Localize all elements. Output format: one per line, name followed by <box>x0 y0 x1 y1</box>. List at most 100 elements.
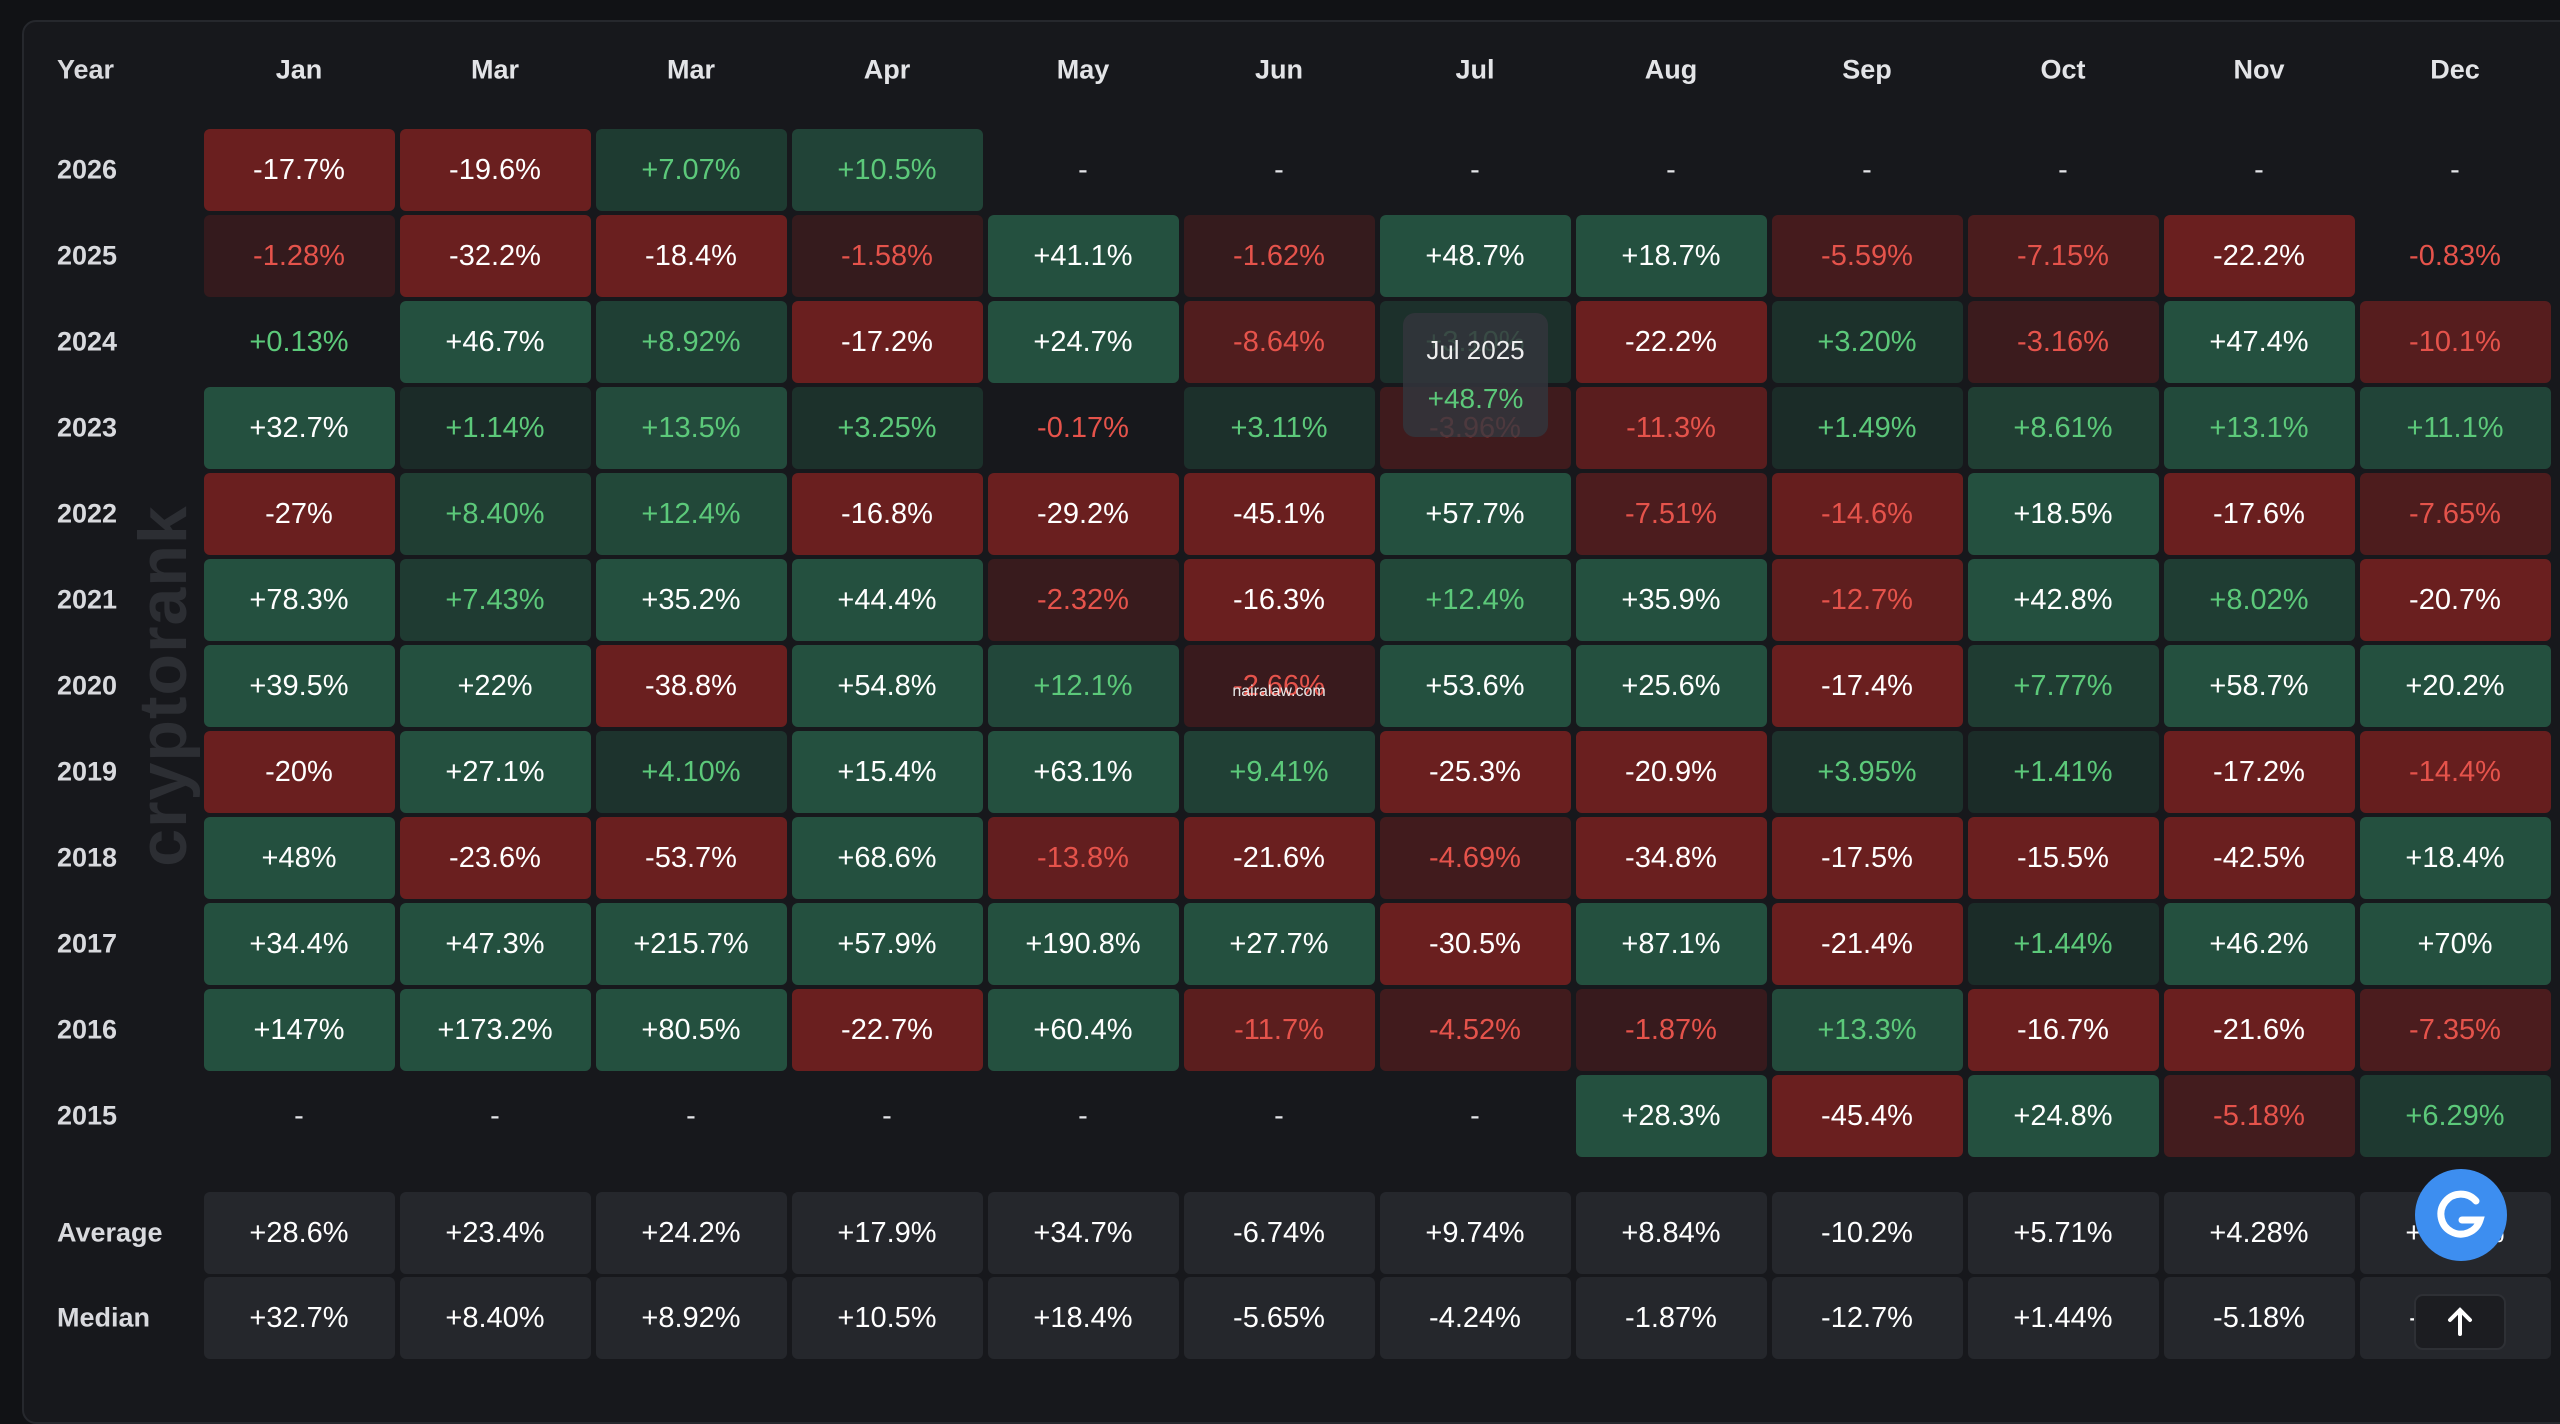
cell: +1.41% <box>1967 731 2159 813</box>
cell: +8.84% <box>1575 1192 1767 1274</box>
cell: -5.65% <box>1183 1277 1375 1359</box>
cell: -7.51% <box>1575 473 1767 555</box>
header-cell: Jul <box>1455 54 1495 85</box>
cell: +27.7% <box>1183 903 1375 985</box>
cell: +34.7% <box>987 1192 1179 1274</box>
cell: +0.13% <box>249 325 349 358</box>
chat-button[interactable] <box>2414 1168 2508 1262</box>
cell: +11.1% <box>2359 387 2551 469</box>
cell: +48% <box>203 817 395 899</box>
cell: - <box>1274 1099 1284 1132</box>
cell: -30.5% <box>1379 903 1571 985</box>
cell: +12.4% <box>595 473 787 555</box>
cell: +32.7% <box>203 1277 395 1359</box>
cell: -19.6% <box>399 129 591 211</box>
cell: -17.4% <box>1771 645 1963 727</box>
cell: -5.18% <box>2163 1277 2355 1359</box>
cell: +8.61% <box>1967 387 2159 469</box>
cell: -25.3% <box>1379 731 1571 813</box>
tooltip-value: +48.7% <box>1427 383 1524 414</box>
cell: -53.7% <box>595 817 787 899</box>
cell: +147% <box>203 989 395 1071</box>
cell: -2.66% <box>1183 645 1375 727</box>
cell: +8.92% <box>595 301 787 383</box>
cell: - <box>1666 153 1676 186</box>
cell: -11.7% <box>1183 989 1375 1071</box>
cell: +54.8% <box>791 645 983 727</box>
page: Year Jan Mar Mar Apr May Jun Jul Aug Sep Oct Nov Dec… <box>22 20 2560 1424</box>
cell: +87.1% <box>1575 903 1767 985</box>
cell: +78.3% <box>203 559 395 641</box>
cell: -4.52% <box>1379 989 1571 1071</box>
header-cell: Nov <box>2233 54 2285 85</box>
row-label: 2022 <box>57 498 118 529</box>
cell: +48.7% <box>1379 215 1571 297</box>
cell: -20.9% <box>1575 731 1767 813</box>
header-cell: Mar <box>470 54 520 85</box>
cell: - <box>1078 1099 1088 1132</box>
cell: +18.5% <box>1967 473 2159 555</box>
cell: -7.65% <box>2359 473 2551 555</box>
cell: +3.20% <box>1771 301 1963 383</box>
cell: +47.4% <box>2163 301 2355 383</box>
header-cell: Jan <box>275 54 323 85</box>
cell: -1.58% <box>791 215 983 297</box>
cell: -21.6% <box>1183 817 1375 899</box>
cell: +8.40% <box>399 473 591 555</box>
cell: - <box>2450 153 2460 186</box>
cell: -10.2% <box>1771 1192 1963 1274</box>
cell: +60.4% <box>987 989 1179 1071</box>
cell: +8.92% <box>595 1277 787 1359</box>
cell: -13.8% <box>987 817 1179 899</box>
cell: +3.11% <box>1183 387 1375 469</box>
cell: +28.6% <box>203 1192 395 1274</box>
cell: +18.4% <box>2359 817 2551 899</box>
cell: - <box>686 1099 696 1132</box>
cell: - <box>1078 153 1088 186</box>
header-cell: Apr <box>863 54 911 85</box>
cell: -1.62% <box>1183 215 1375 297</box>
cell: +32.7% <box>203 387 395 469</box>
watermark: cryptorank <box>125 505 201 867</box>
cell: +7.43% <box>399 559 591 641</box>
cell: +25.6% <box>1575 645 1767 727</box>
cell: -11.3% <box>1575 387 1767 469</box>
cell: +12.1% <box>987 645 1179 727</box>
cell: - <box>2058 153 2068 186</box>
cell: +17.9% <box>791 1192 983 1274</box>
cell: -18.4% <box>595 215 787 297</box>
cell: -0.83% <box>2409 239 2501 272</box>
cell: -42.5% <box>2163 817 2355 899</box>
cell: +1.14% <box>399 387 591 469</box>
cell: - <box>1274 153 1284 186</box>
cell: +3.25% <box>791 387 983 469</box>
cell: -17.2% <box>791 301 983 383</box>
cell: +18.4% <box>987 1277 1179 1359</box>
cell: -8.64% <box>1183 301 1375 383</box>
cell: +6.29% <box>2359 1075 2551 1157</box>
cell: +20.2% <box>2359 645 2551 727</box>
cell: +7.07% <box>595 129 787 211</box>
cell: +42.8% <box>1967 559 2159 641</box>
cell: -14.4% <box>2359 731 2551 813</box>
cell: -20.7% <box>2359 559 2551 641</box>
cell: +53.6% <box>1379 645 1571 727</box>
cell: -14.6% <box>1771 473 1963 555</box>
row-label: 2019 <box>57 756 118 787</box>
header-cell: Mar <box>666 54 716 85</box>
row-label: 2020 <box>57 670 118 701</box>
cell: -16.3% <box>1183 559 1375 641</box>
cell: +13.5% <box>595 387 787 469</box>
cell: -4.69% <box>1379 817 1571 899</box>
scroll-top-button[interactable] <box>2414 1294 2506 1350</box>
cell: +39.5% <box>203 645 395 727</box>
cell: +1.49% <box>1771 387 1963 469</box>
cell: -17.6% <box>2163 473 2355 555</box>
cell: -21.4% <box>1771 903 1963 985</box>
cell: -3.16% <box>1967 301 2159 383</box>
cell: +46.2% <box>2163 903 2355 985</box>
cell: +1.44% <box>1967 1277 2159 1359</box>
cell: +190.8% <box>987 903 1179 985</box>
header-cell: Oct <box>2040 54 2086 85</box>
row-label: 2021 <box>57 584 118 615</box>
